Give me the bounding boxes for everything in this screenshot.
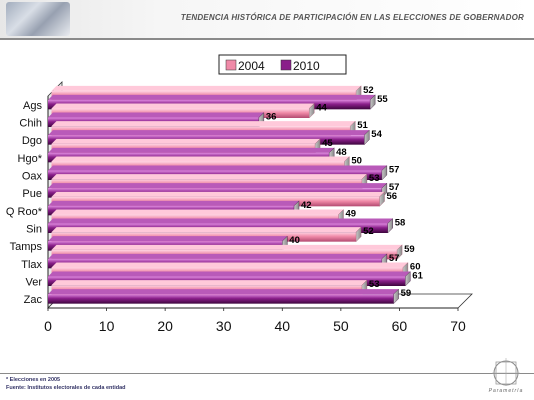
footer-divider (0, 373, 534, 374)
bar-top (48, 271, 411, 277)
bar-cap (381, 165, 388, 181)
data-label: 53 (369, 173, 380, 184)
x-tick-label: 20 (157, 318, 173, 334)
bar-top (51, 103, 315, 109)
source-note: Fuente: Institutos electorales de cada e… (6, 385, 126, 391)
category-label: Dgo (22, 135, 42, 147)
data-label: 48 (336, 147, 347, 158)
page-title: TENDENCIA HISTÓRICA DE PARTICIPACIÓN EN … (180, 13, 524, 22)
data-label: 55 (377, 94, 388, 105)
x-tick-label: 60 (392, 318, 408, 334)
bar-cap (405, 271, 411, 287)
legend-label-2004: 2004 (238, 59, 265, 73)
data-label: 51 (357, 120, 368, 131)
legend-swatch-2004 (225, 59, 237, 71)
data-label: 52 (363, 85, 374, 96)
bar-top (48, 94, 376, 100)
category-label: Ver (25, 277, 42, 289)
category-label: Tlax (21, 259, 42, 271)
parametria-logo (488, 356, 524, 388)
bar-top (51, 227, 362, 233)
bar-top (48, 289, 399, 295)
header-bar: TENDENCIA HISTÓRICA DE PARTICIPACIÓN EN … (0, 0, 534, 38)
bar-top (51, 262, 408, 268)
bar-top (48, 236, 288, 242)
x-tick-label: 40 (274, 318, 290, 334)
header-photo (6, 2, 70, 36)
bar-top (51, 244, 403, 250)
bars-group: 5255443651544548505753575642495852405957… (48, 85, 424, 305)
data-label: 57 (389, 165, 400, 176)
footnote: * Elecciones en 2005 (6, 377, 61, 383)
category-label: Pue (22, 188, 42, 200)
bar-top (51, 138, 321, 144)
bar-top (51, 156, 350, 162)
data-label: 60 (410, 262, 421, 273)
bar-top (48, 253, 387, 259)
bar-top (51, 191, 385, 197)
category-label: Q Roo* (6, 206, 43, 218)
data-label: 57 (389, 182, 400, 193)
category-labels: Ags Chih Dgo Hgo* Oax Pue Q Roo* Sin Tamps Tlax Ve… (6, 100, 43, 306)
data-label: 58 (395, 218, 406, 229)
data-label: 54 (371, 129, 382, 140)
bar-top (51, 209, 344, 215)
data-label: 49 (346, 209, 357, 220)
bar-cap (393, 288, 399, 305)
category-label: Zac (24, 294, 43, 306)
data-label: 59 (404, 244, 415, 255)
bar-cap (355, 226, 362, 243)
category-label: Hgo* (18, 153, 43, 165)
bar-top (51, 280, 367, 286)
category-label: Tamps (10, 241, 43, 253)
bar-top (48, 183, 387, 189)
bar-top (48, 165, 387, 171)
legend: 2004 2010 (218, 54, 347, 75)
category-label: Ags (23, 100, 42, 112)
category-label: Oax (22, 171, 43, 183)
data-label: 57 (389, 253, 400, 264)
x-axis-ticks: 0 10 20 30 40 50 60 70 (44, 308, 466, 334)
logo-text: Parametría (488, 388, 524, 394)
bar-top (48, 147, 335, 153)
bar-top (48, 130, 370, 136)
data-label: 59 (401, 288, 412, 299)
data-label: 52 (363, 226, 374, 237)
data-label: 36 (266, 112, 277, 123)
bar-top (51, 85, 362, 91)
data-label: 50 (351, 156, 362, 167)
category-label: Sin (26, 224, 42, 236)
bar-cap (309, 103, 315, 119)
bar-cap (369, 94, 376, 110)
data-label: 56 (387, 191, 398, 202)
data-label: 53 (369, 279, 380, 290)
x-tick-label: 70 (450, 318, 466, 334)
legend-swatch-2010 (280, 59, 292, 71)
x-tick-label: 30 (216, 318, 232, 334)
x-tick-label: 50 (333, 318, 349, 334)
bar-top (51, 121, 356, 127)
bar-top (51, 174, 367, 180)
x-tick-label: 10 (99, 318, 115, 334)
data-label: 42 (301, 200, 312, 211)
header-divider (0, 38, 534, 40)
category-label: Chih (19, 118, 42, 130)
data-label: 61 (412, 271, 423, 282)
x-tick-label: 0 (44, 318, 52, 334)
bar-top (48, 200, 299, 206)
data-label: 45 (322, 138, 333, 149)
data-label: 40 (289, 235, 300, 246)
data-label: 44 (316, 103, 327, 114)
bar-cap (379, 191, 385, 207)
bar-top (48, 112, 264, 118)
legend-label-2010: 2010 (293, 59, 320, 73)
bar-cap (364, 129, 370, 146)
bar-cap (387, 218, 393, 234)
bar-2010-Zac (48, 294, 394, 304)
bar-top (48, 218, 393, 224)
bar-chart: 2004 2010 5255443651544548505753575642495… (6, 54, 473, 334)
bar-cap (396, 244, 403, 260)
